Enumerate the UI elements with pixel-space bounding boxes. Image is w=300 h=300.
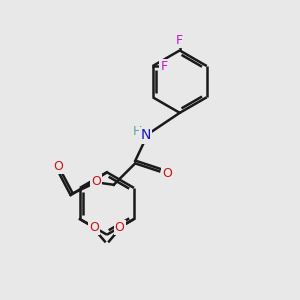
Text: H: H xyxy=(133,125,142,138)
Text: O: O xyxy=(89,221,99,234)
Text: O: O xyxy=(115,221,124,234)
Text: F: F xyxy=(160,59,168,73)
Text: O: O xyxy=(91,175,101,188)
Text: O: O xyxy=(162,167,172,180)
Text: N: N xyxy=(140,128,151,142)
Text: F: F xyxy=(176,34,183,46)
Text: O: O xyxy=(53,160,63,173)
